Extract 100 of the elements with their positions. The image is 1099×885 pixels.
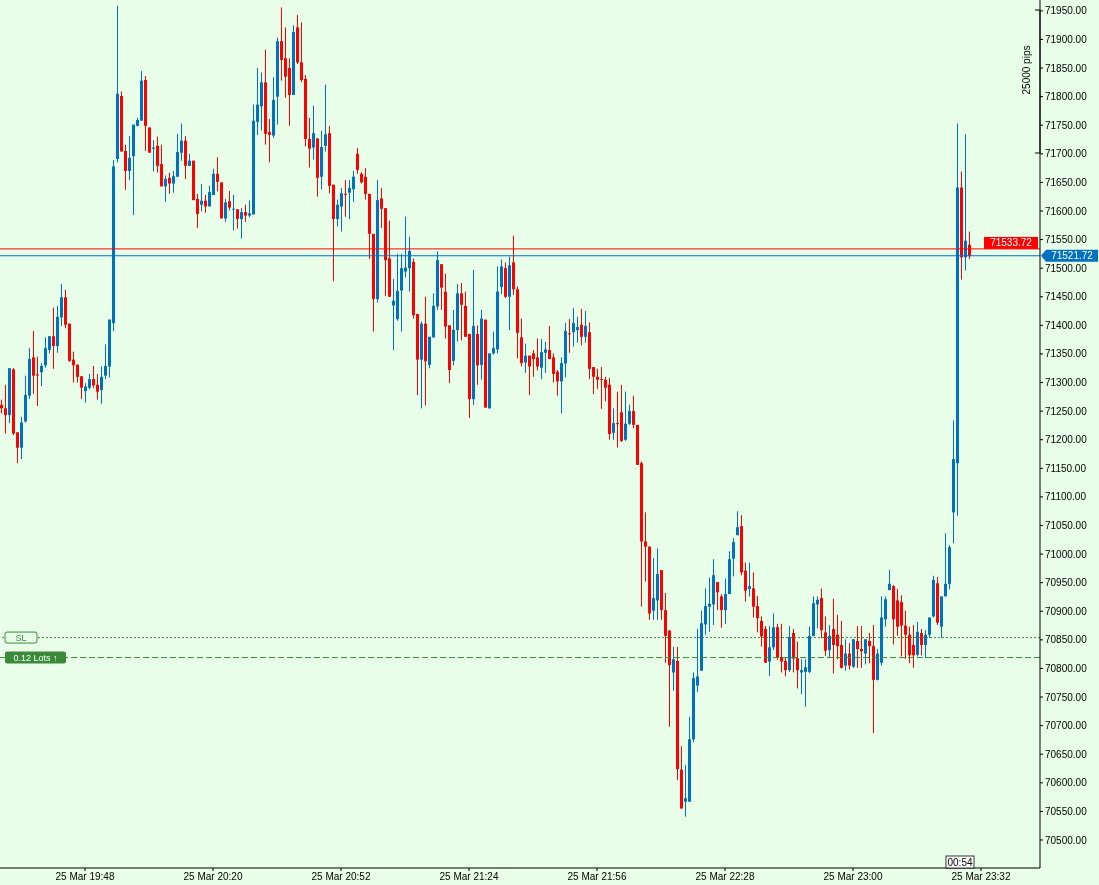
candlestick [716, 581, 719, 611]
candlestick [576, 316, 579, 344]
candlestick [924, 629, 927, 659]
y-tick-label: 70900.00 [1045, 605, 1088, 617]
candlestick [32, 330, 35, 395]
candlestick [216, 156, 219, 193]
candlestick [644, 511, 647, 583]
candlestick [280, 6, 283, 82]
candlestick [228, 190, 231, 211]
candlestick [460, 282, 463, 341]
candlestick [128, 135, 131, 181]
y-tick-label: 71100.00 [1045, 491, 1087, 503]
candlestick [160, 144, 163, 187]
y-tick-label: 71900.00 [1045, 34, 1088, 45]
candlestick [344, 179, 347, 218]
candlestick [528, 355, 531, 396]
candlestick [524, 343, 527, 374]
y-tick-label: 71000.00 [1045, 548, 1088, 560]
y-tick-label: 70700.00 [1045, 720, 1088, 732]
x-tick-label: 25 Mar 19:48 [55, 871, 115, 883]
x-tick-label: 25 Mar 21:56 [567, 871, 627, 883]
candlestick [868, 632, 871, 664]
x-tick-label: 25 Mar 23:00 [823, 871, 883, 883]
x-tick-label: 25 Mar 20:52 [311, 871, 371, 883]
candlestick [864, 638, 867, 665]
candlestick [904, 610, 907, 660]
candlestick [324, 84, 327, 153]
candlestick [168, 172, 171, 195]
y-tick-label: 70500.00 [1045, 834, 1088, 846]
y-tick-label: 71850.00 [1045, 62, 1088, 74]
candlestick [312, 105, 315, 161]
candlestick [900, 594, 903, 657]
ref-line-label: SL [15, 633, 27, 644]
x-tick-label: 25 Mar 23:32 [951, 871, 1011, 883]
y-tick-label: 71050.00 [1045, 520, 1088, 532]
x-tick-label: 25 Mar 22:28 [695, 871, 755, 883]
candlestick [584, 310, 587, 344]
candlestick [92, 365, 95, 389]
y-tick-label: 70600.00 [1045, 777, 1088, 789]
y-tick-label: 71650.00 [1045, 176, 1088, 188]
y-tick-label: 71600.00 [1045, 205, 1088, 217]
y-tick-label: 71200.00 [1045, 434, 1088, 446]
candlestick [500, 259, 503, 295]
y-tick-label: 70950.00 [1045, 577, 1088, 589]
candlestick [944, 532, 947, 597]
y-tick-label: 71550.00 [1045, 234, 1088, 246]
x-tick-label: 25 Mar 21:24 [439, 871, 499, 883]
candlestick [672, 646, 675, 692]
candlestick [96, 373, 99, 401]
y-tick-label: 71950.00 [1045, 5, 1088, 17]
candlestick [848, 642, 851, 671]
candlestick [856, 625, 859, 669]
candlestick [652, 557, 655, 621]
candlestick [768, 625, 771, 677]
candlestick [916, 621, 919, 657]
candlestick [600, 366, 603, 410]
candlestick [612, 407, 615, 441]
candlestick [552, 352, 555, 384]
candlestick [200, 183, 203, 213]
x-tick-label: 25 Mar 20:20 [183, 871, 243, 883]
candlestick [708, 577, 711, 633]
candlestick [912, 624, 915, 669]
y-tick-label: 71150.00 [1045, 462, 1087, 474]
candlestick [60, 283, 63, 327]
candlestick [596, 368, 599, 390]
candlestick [840, 620, 843, 669]
candlestick [36, 356, 39, 407]
candlestick [240, 207, 243, 239]
candlestick [224, 198, 227, 223]
y-tick-label: 70550.00 [1045, 805, 1088, 817]
candlestick [76, 363, 79, 384]
candlestick [40, 362, 43, 387]
candlestick [308, 117, 311, 169]
candlestick [720, 593, 723, 629]
candlestick [580, 308, 583, 346]
candlestick [748, 562, 751, 597]
candlestick [628, 404, 631, 426]
candlestick [844, 638, 847, 672]
candlestick [356, 147, 359, 175]
candlestick [364, 167, 367, 201]
candlestick [832, 598, 835, 675]
candlestick [616, 391, 619, 449]
candlestick [540, 338, 543, 380]
candlestick [568, 318, 571, 354]
ref-line-label: 71521.72 [1051, 250, 1094, 262]
y-tick-label: 70750.00 [1045, 691, 1088, 703]
y-tick-label: 71700.00 [1045, 148, 1088, 160]
candlestick [724, 578, 727, 625]
candlestick [44, 336, 47, 369]
ref-line-label: 0.12 Lots ↑ [13, 653, 58, 664]
candlestick [632, 395, 635, 429]
candlestick [544, 341, 547, 374]
y-tick-label: 71800.00 [1045, 91, 1088, 103]
candlestick [4, 384, 7, 434]
candlestick [824, 615, 827, 657]
y-tick-label: 71400.00 [1045, 319, 1088, 331]
candlestick [908, 626, 911, 664]
annotation: 25000 pips [1021, 45, 1032, 95]
y-tick-label: 71500.00 [1045, 262, 1088, 274]
candlestick [348, 179, 351, 220]
